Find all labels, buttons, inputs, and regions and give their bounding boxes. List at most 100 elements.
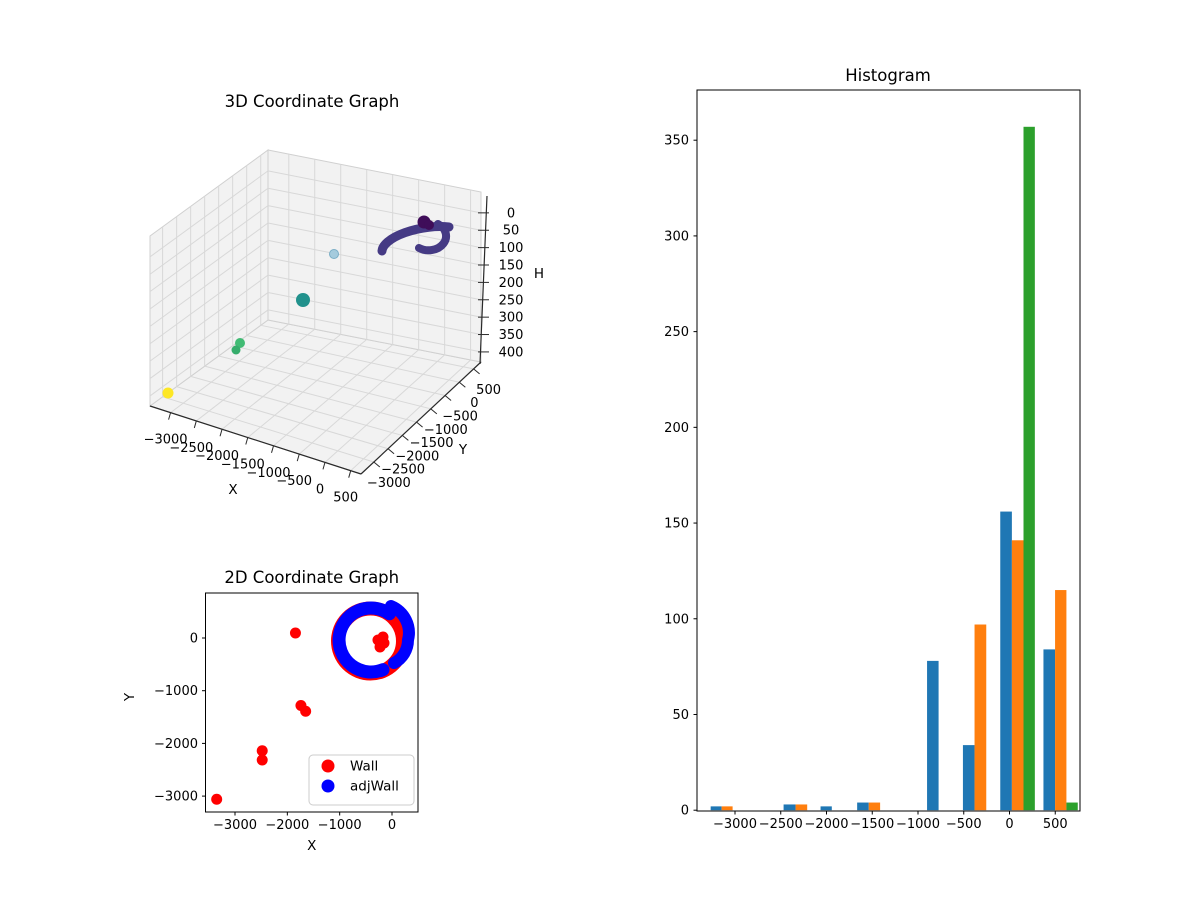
- scatter3d-point: [235, 338, 245, 348]
- hist-bar: [1066, 802, 1078, 811]
- tick-labels: −3000−2500−2000−1500−1000−50005005000−50…: [144, 206, 524, 505]
- hist-bar: [1000, 511, 1012, 811]
- y-tick-label: 50: [672, 708, 689, 723]
- y-tick-label: 0: [470, 396, 478, 411]
- x-tick-label: −2000: [265, 818, 309, 833]
- wall-point: [256, 754, 268, 766]
- z-tick-label: 300: [499, 311, 524, 326]
- x-tick-label: −3000: [144, 433, 188, 448]
- right-wall-pane: [267, 149, 482, 363]
- z-tick-label: 400: [499, 345, 524, 360]
- hist-bar: [1055, 590, 1067, 811]
- x-tick-label: −2500: [169, 441, 213, 456]
- x-tick-label: −500: [946, 817, 982, 832]
- tick-marks: [693, 139, 1056, 815]
- x-tick-label: −1500: [221, 458, 265, 473]
- x-tick-label: −3000: [213, 818, 257, 833]
- x-tick-label: 0: [388, 818, 396, 833]
- 3d-wall-ring: [162, 215, 454, 399]
- wall-points: [211, 627, 390, 805]
- x-tick-label: −2000: [805, 817, 849, 832]
- y-tick-label: 250: [664, 325, 689, 340]
- hist-bar: [721, 806, 733, 811]
- x-tick-label: 0: [1005, 817, 1013, 832]
- plot3d-xlabel: X: [228, 482, 237, 498]
- z-tick-label: 350: [499, 328, 524, 343]
- tick-labels: −3000 −2500 −2000 −1500 −1000 −500 0 500 0 50 100 1…: [664, 134, 1067, 832]
- tick-marks: [168, 212, 489, 478]
- plot3d-ylabel: Y: [458, 442, 468, 458]
- x-tick-label: −500: [276, 474, 312, 489]
- wall-point: [211, 793, 223, 805]
- y-tick-label: −2000: [395, 449, 439, 464]
- x-tick-label: 500: [1043, 817, 1068, 832]
- hist-bar: [974, 624, 987, 811]
- legend: Wall adjWall: [308, 754, 415, 806]
- y-tick-label: −3000: [154, 790, 198, 805]
- x-tick-label: 500: [333, 491, 358, 506]
- z-tick-label: 200: [499, 276, 524, 291]
- y-tick-label: 350: [664, 134, 689, 149]
- x-tick-label: −1500: [850, 817, 894, 832]
- hist-bar: [820, 806, 832, 811]
- axes-frame: [696, 89, 1081, 812]
- wall-point: [289, 627, 301, 639]
- legend-marker: [321, 759, 335, 773]
- y-tick-label: 100: [664, 612, 689, 627]
- y-tick-label: −3000: [367, 476, 411, 491]
- plot2d-content: −3000 −2000 −1000 0 0 −1000 −2000 −3000 Wall adjW…: [154, 592, 419, 833]
- x-tick-label: −2000: [195, 449, 239, 464]
- plot2d-title: 2D Coordinate Graph: [224, 568, 399, 587]
- plot3d-zlabel: H: [534, 266, 544, 282]
- tick-marks: [202, 637, 393, 816]
- x-tick-label: −3000: [713, 817, 757, 832]
- scatter3d-point: [329, 249, 339, 259]
- scatter3d-point: [296, 293, 310, 307]
- hist-bar: [1023, 126, 1035, 811]
- y-tick-label: −2000: [154, 737, 198, 752]
- histogram-chart: Histogram −3000 −2500 −2000 −1500 −1000 −500 0…: [664, 66, 1081, 832]
- x-tick-label: −1000: [247, 466, 291, 481]
- wall-point: [300, 705, 312, 717]
- y-tick-label: −2500: [381, 463, 425, 478]
- wall-point: [377, 631, 389, 643]
- 3d-coordinate-graph: 3D Coordinate Graph −3000−2500−2000−1500…: [144, 92, 544, 506]
- hist-bar: [783, 804, 796, 811]
- y-tick-label: 500: [476, 383, 501, 398]
- 2d-coordinate-graph: 2D Coordinate Graph −3000 −2000 −1000 0 0 −10…: [122, 568, 419, 854]
- hist-bar: [795, 804, 808, 811]
- x-tick-label: −1000: [896, 817, 940, 832]
- y-tick-label: −500: [442, 410, 478, 425]
- scatter3d-point: [162, 387, 174, 399]
- y-tick-label: −1500: [410, 436, 454, 451]
- hist-bar: [962, 745, 975, 811]
- z-tick-label: 50: [503, 224, 520, 239]
- hist-bar: [710, 806, 722, 811]
- wall-point: [256, 745, 268, 757]
- legend-label: adjWall: [350, 779, 399, 795]
- histogram-title: Histogram: [845, 66, 931, 85]
- hist-bar: [857, 802, 869, 811]
- legend-box: [308, 754, 415, 806]
- y-tick-label: 300: [664, 229, 689, 244]
- histogram-bars: [710, 126, 1078, 811]
- plot2d-ylabel: Y: [122, 692, 138, 702]
- hist-bar: [868, 802, 881, 811]
- z-tick-label: 250: [499, 293, 524, 308]
- legend-marker: [321, 779, 335, 793]
- y-tick-label: 200: [664, 421, 689, 436]
- adjwall-ring: [332, 600, 415, 679]
- z-tick-label: 100: [499, 241, 524, 256]
- scatter3d-point: [424, 220, 434, 230]
- hist-bar: [1011, 540, 1024, 811]
- plot2d-xlabel: X: [307, 838, 316, 854]
- y-tick-label: 0: [681, 804, 689, 819]
- z-tick-label: 0: [507, 206, 515, 221]
- y-tick-label: −1000: [154, 684, 198, 699]
- plot3d-title: 3D Coordinate Graph: [225, 92, 400, 111]
- y-tick-label: −1000: [424, 423, 468, 438]
- wall-point: [374, 641, 386, 653]
- x-tick-label: −1000: [318, 818, 362, 833]
- x-tick-label: 0: [316, 482, 324, 497]
